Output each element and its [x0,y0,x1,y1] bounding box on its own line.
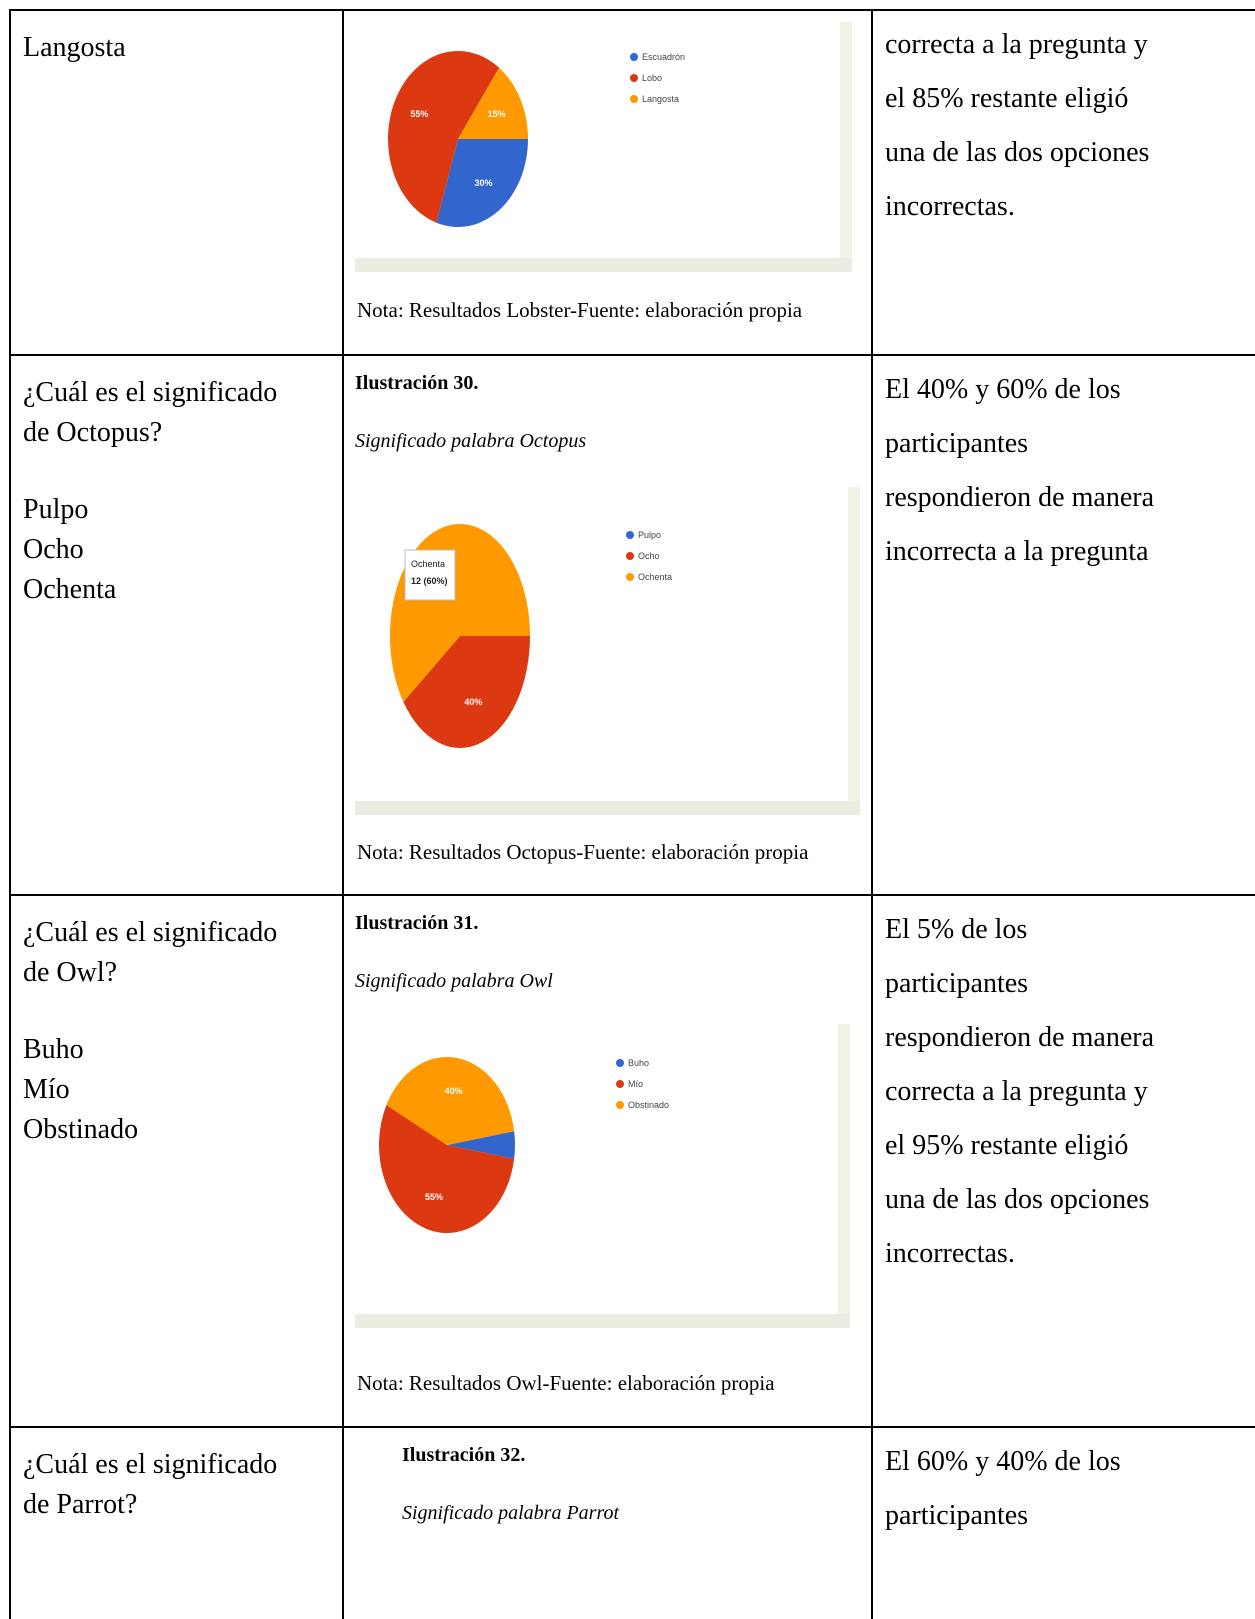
pie-slice [447,1131,515,1159]
figure-caption: Significado palabra Parrot [402,1502,620,1524]
figure-label: Ilustración 30. [355,372,479,394]
answer-line: una de las dos opciones [885,137,1150,168]
legend-swatch [616,1080,624,1088]
option: Ocho [23,534,84,565]
answer-line: participantes [885,1500,1029,1531]
legend-swatch [626,573,634,581]
legend-swatch [616,1059,624,1067]
border [9,894,1255,896]
legend-swatch [616,1101,624,1109]
tooltip-text: 12 (60%) [411,576,448,586]
answer-line: el 85% restante eligió [885,83,1129,114]
question: Langosta [23,32,126,63]
pie-slice [386,1057,515,1145]
slice-label: 30% [475,178,493,188]
figure-note: Nota: Resultados Lobster-Fuente: elabora… [357,298,803,322]
legend-label: Ochenta [638,572,672,582]
border [342,9,344,1619]
border [9,9,11,1619]
answer-line: correcta a la pregunta y [885,29,1148,60]
answer-line: incorrectas. [885,191,1015,222]
answer-line: el 95% restante eligió [885,1130,1129,1161]
legend-label: Lobo [642,73,662,83]
legend-swatch [630,53,638,61]
answer-line: incorrectas. [885,1238,1015,1269]
option: Pulpo [23,494,89,525]
chart-frame-right [848,487,860,815]
legend-label: Buho [628,1058,649,1068]
option: Obstinado [23,1114,139,1145]
chart-frame-right [838,1024,850,1328]
chart-frame-bottom [355,1314,850,1328]
pie-slice [388,50,500,223]
answer-line: El 5% de los [885,914,1028,945]
pie-slice [403,636,531,749]
option: Buho [23,1034,84,1065]
legend-swatch [626,552,634,560]
answer-line: El 40% y 60% de los [885,374,1121,405]
answer-line: una de las dos opciones [885,1184,1150,1215]
tooltip-text: Ochenta [411,559,445,569]
border [9,1426,1255,1428]
slice-label: 55% [410,109,428,119]
answer-line: incorrecta a la pregunta [885,536,1149,567]
legend-label: Langosta [642,94,679,104]
legend-label: Escuadrón [642,52,685,62]
chart-frame-right [840,22,852,272]
answer-line: El 60% y 40% de los [885,1446,1121,1477]
legend-label: Pulpo [638,530,661,540]
pie-slice [436,139,528,227]
answer-line: respondieron de manera [885,1022,1154,1053]
figure-caption: Significado palabra Owl [355,970,553,992]
slice-label: 55% [425,1192,443,1202]
border [871,9,873,1619]
slice-label: 15% [488,109,506,119]
border [9,354,1255,356]
answer-line: participantes [885,968,1029,999]
pie-slice [458,67,528,139]
legend-label: Ocho [638,551,660,561]
figure-label: Ilustración 32. [402,1444,526,1466]
answer-line: participantes [885,428,1029,459]
figure-label: Ilustración 31. [355,912,479,934]
legend-swatch [630,95,638,103]
legend-label: Mío [628,1079,643,1089]
question: ¿Cuál es el significado [23,377,278,408]
legend-label: Obstinado [628,1100,669,1110]
slice-label: 40% [445,1086,463,1096]
chart-frame-bottom [355,801,860,815]
legend-swatch [630,74,638,82]
legend-swatch [626,531,634,539]
slice-label: 40% [464,697,482,707]
option: Ochenta [23,574,117,605]
answer-line: correcta a la pregunta y [885,1076,1148,1107]
chart-frame-bottom [355,258,852,272]
tooltip [404,549,456,601]
pie-slice [378,1105,515,1233]
figure-caption: Significado palabra Octopus [355,430,587,452]
option: Mío [23,1074,70,1105]
answer-line: respondieron de manera [885,482,1154,513]
question: de Owl? [23,957,118,988]
figure-note: Nota: Resultados Octopus-Fuente: elabora… [357,840,809,864]
figure-note: Nota: Resultados Owl-Fuente: elaboración… [357,1371,775,1395]
question: de Octopus? [23,417,163,448]
border [9,9,1255,11]
question: de Parrot? [23,1489,138,1520]
question: ¿Cuál es el significado [23,1449,278,1480]
question: ¿Cuál es el significado [23,917,278,948]
